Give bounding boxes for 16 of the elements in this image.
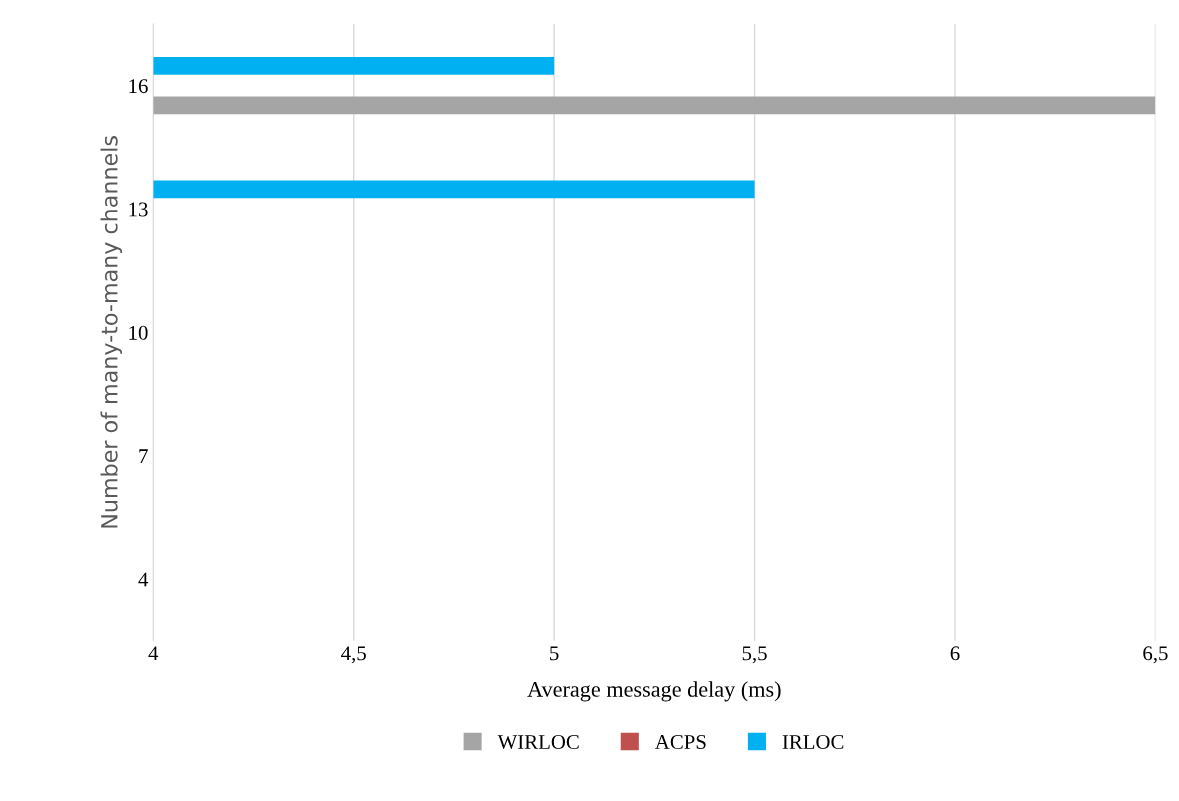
legend-label: ACPS <box>654 734 706 749</box>
x-tick-label: 5 <box>550 646 559 661</box>
x-axis-title: Average message delay (ms) <box>527 681 781 702</box>
x-tick-label: 6,5 <box>1143 646 1168 664</box>
legend-label: WIRLOC <box>497 734 579 750</box>
x-tick-label: 5,5 <box>742 646 767 664</box>
x-tick-label: 4 <box>148 646 159 661</box>
y-axis-title: Number of many-to-many channels <box>100 136 123 528</box>
y-tick-label: 13 <box>129 202 148 217</box>
y-tick-label: 10 <box>129 325 148 340</box>
x-tick-label: 6 <box>950 646 960 661</box>
y-tick-label: 16 <box>129 79 148 94</box>
legend-label: IRLOC <box>782 734 844 749</box>
x-tick-label: 4,5 <box>341 646 366 664</box>
y-tick-label: 4 <box>138 572 149 587</box>
y-tick-label: 7 <box>139 449 148 463</box>
